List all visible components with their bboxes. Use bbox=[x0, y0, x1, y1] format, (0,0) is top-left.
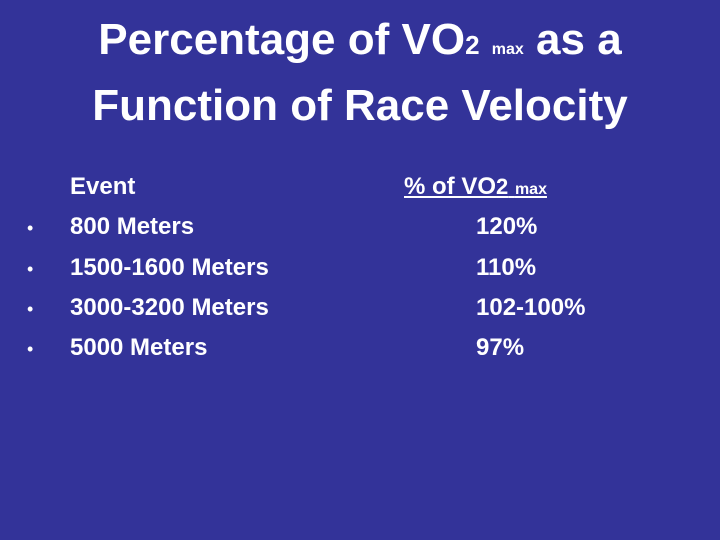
vo2-header-prefix: % of VO bbox=[404, 173, 497, 200]
pct-800: 120% bbox=[476, 213, 538, 240]
title-line-2: Function of Race Velocity bbox=[92, 81, 628, 130]
vo2-header-max: max bbox=[514, 181, 547, 198]
slide-title: Percentage of VO2 max as a Function of R… bbox=[0, 12, 720, 134]
event-3000-3200: 3000-3200 Meters bbox=[70, 294, 269, 321]
bullet-icon: • bbox=[27, 339, 34, 359]
bullet-icon: • bbox=[27, 299, 34, 319]
event-column-header: Event bbox=[70, 173, 136, 200]
event-1500-1600: 1500-1600 Meters bbox=[70, 254, 269, 281]
event-5000: 5000 Meters bbox=[70, 334, 208, 361]
title-max-label: max bbox=[491, 41, 524, 58]
bullet-icon: • bbox=[27, 259, 34, 279]
vo2-header-subscript: 2 bbox=[496, 174, 509, 199]
pct-5000: 97% bbox=[476, 334, 525, 361]
title-prefix: Percentage of VO bbox=[98, 15, 466, 64]
event-800: 800 Meters bbox=[70, 213, 195, 240]
vo2-column-header: % of VO2 max bbox=[404, 172, 547, 205]
bullet-icon: • bbox=[27, 218, 34, 238]
title-subscript-2: 2 bbox=[465, 30, 480, 60]
pct-3000-3200: 102-100% bbox=[476, 294, 586, 321]
title-suffix: as a bbox=[536, 15, 622, 64]
pct-1500-1600: 110% bbox=[476, 254, 537, 281]
title-line-1: Percentage of VO2 max as a bbox=[0, 12, 720, 78]
